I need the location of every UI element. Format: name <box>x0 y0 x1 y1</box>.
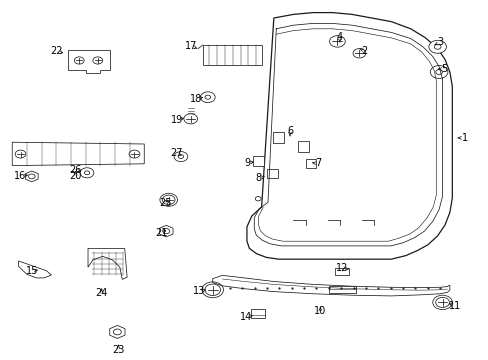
Text: 5: 5 <box>440 64 446 74</box>
Polygon shape <box>19 261 51 278</box>
Circle shape <box>15 150 26 158</box>
Circle shape <box>435 297 448 307</box>
Bar <box>252 156 263 166</box>
Bar <box>297 141 308 152</box>
Bar <box>305 159 316 168</box>
Text: 18: 18 <box>190 94 203 104</box>
Text: 6: 6 <box>286 126 292 136</box>
Bar <box>273 132 284 143</box>
Text: 27: 27 <box>169 148 182 158</box>
Text: 7: 7 <box>314 158 320 168</box>
Circle shape <box>204 284 220 296</box>
Polygon shape <box>203 45 261 65</box>
Circle shape <box>183 114 197 124</box>
Circle shape <box>162 195 175 204</box>
Polygon shape <box>12 142 144 166</box>
Circle shape <box>93 57 102 64</box>
Text: 12: 12 <box>335 263 348 273</box>
Circle shape <box>200 92 215 103</box>
Text: 21: 21 <box>155 228 167 238</box>
Text: 4: 4 <box>336 32 342 42</box>
Circle shape <box>174 152 187 162</box>
Text: 16: 16 <box>14 171 27 181</box>
Text: 8: 8 <box>255 173 261 183</box>
Text: 13: 13 <box>193 286 205 296</box>
Circle shape <box>74 57 84 64</box>
Text: 20: 20 <box>69 171 82 181</box>
Bar <box>328 286 355 293</box>
Circle shape <box>352 49 365 58</box>
Circle shape <box>129 150 140 158</box>
Circle shape <box>329 36 345 47</box>
Text: 1: 1 <box>461 133 467 143</box>
Circle shape <box>429 66 447 78</box>
Polygon shape <box>212 275 449 296</box>
Circle shape <box>80 168 94 178</box>
Text: 14: 14 <box>239 312 252 322</box>
Text: 11: 11 <box>447 301 460 311</box>
Circle shape <box>428 40 446 53</box>
Text: 22: 22 <box>50 46 62 57</box>
Bar <box>335 268 348 275</box>
Text: 25: 25 <box>159 198 171 208</box>
Polygon shape <box>246 13 451 259</box>
Text: 24: 24 <box>95 288 108 298</box>
Polygon shape <box>68 50 110 73</box>
Text: 9: 9 <box>244 158 249 168</box>
Text: 15: 15 <box>25 266 38 276</box>
Text: 23: 23 <box>112 345 124 355</box>
Bar <box>266 169 277 178</box>
Text: 17: 17 <box>184 41 197 51</box>
Polygon shape <box>88 248 127 279</box>
Text: 19: 19 <box>171 114 183 125</box>
Polygon shape <box>25 171 38 182</box>
Bar <box>250 309 264 318</box>
Polygon shape <box>109 325 125 338</box>
Text: 2: 2 <box>361 46 367 56</box>
Text: 10: 10 <box>313 306 326 316</box>
Text: 26: 26 <box>69 165 82 175</box>
Text: 3: 3 <box>436 37 442 48</box>
Polygon shape <box>159 225 173 237</box>
